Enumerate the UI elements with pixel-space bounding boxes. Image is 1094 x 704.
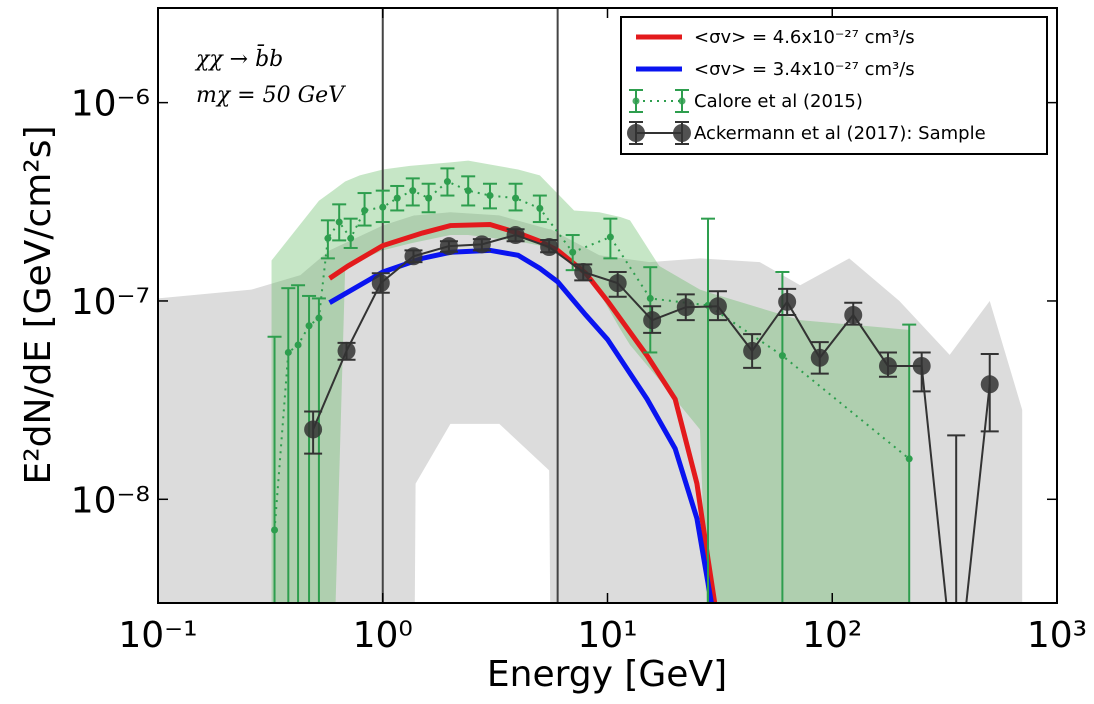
y-tick-label: 10⁻⁷ [71,282,150,323]
data-point [379,203,387,211]
data-point [574,262,593,281]
data-point [878,356,897,375]
data-point [404,247,423,266]
y-tick-label: 10⁻⁶ [71,84,150,125]
x-tick-label: 10⁻¹ [118,615,197,656]
data-point [810,348,829,367]
data-point [371,274,390,293]
legend-swatch [627,124,645,142]
data-point [912,356,931,375]
data-point [743,341,762,360]
data-point [324,234,332,242]
x-axis-label: Energy [GeV] [487,654,727,695]
legend-box [620,16,1048,155]
data-point [844,305,863,324]
data-point [506,226,525,245]
legend-label: <σv> = 4.6x10⁻²⁷ cm³/s [694,27,915,48]
band [271,160,910,603]
data-point [708,297,727,316]
legend-label: Calore et al (2015) [694,91,863,112]
data-point [304,420,323,439]
legend-label: Ackermann et al (2017): Sample [694,123,986,144]
data-point [409,187,417,195]
data-point [980,375,999,394]
data-point [540,238,559,257]
x-tick-label: 10⁰ [353,615,413,656]
data-point [947,689,965,704]
data-point [472,235,491,254]
data-point [512,194,520,202]
plot-area [158,8,1023,704]
y-axis-label: E²dN/dE [GeV/cm²s] [18,125,59,484]
data-point [778,352,786,360]
data-point [271,526,279,534]
data-point [606,233,614,241]
legend-swatch [678,97,686,105]
legend: <σv> = 4.6x10⁻²⁷ cm³/s <σv> = 3.4x10⁻²⁷ c… [620,16,1048,155]
data-point [464,187,472,195]
axes: 10⁻¹ 10⁰ 10¹ 10² 10³ 10⁻⁸ 10⁻⁷ 10⁻⁶ [71,8,1087,656]
data-point [305,322,313,330]
data-point [337,341,356,360]
data-point [347,234,355,242]
annotation: mχ = 50 GeV [196,83,346,108]
x-tick-label: 10³ [1027,615,1087,656]
data-point [443,178,451,186]
data-point [284,348,292,356]
data-point [608,274,627,293]
data-point [676,298,695,317]
legend-label: <σv> = 3.4x10⁻²⁷ cm³/s [694,59,915,80]
legend-swatch [632,97,640,105]
y-tick-label: 10⁻⁸ [71,480,150,521]
data-point [294,341,302,349]
data-point [439,237,458,256]
data-point [643,311,662,330]
data-point [335,218,343,226]
data-point [393,194,401,202]
annotation: χχ → b̄b [194,44,283,72]
data-point [361,206,369,214]
data-point [486,192,494,200]
legend-swatch [673,124,691,142]
x-tick-label: 10¹ [577,615,637,656]
x-tick-label: 10² [802,615,862,656]
model-line [328,247,714,603]
data-point [905,455,913,463]
data-point [778,292,797,311]
data-point [646,294,654,302]
band [158,212,1023,603]
data-point [536,204,544,212]
data-point [425,194,433,202]
data-point [315,314,323,322]
data-point [569,248,577,256]
